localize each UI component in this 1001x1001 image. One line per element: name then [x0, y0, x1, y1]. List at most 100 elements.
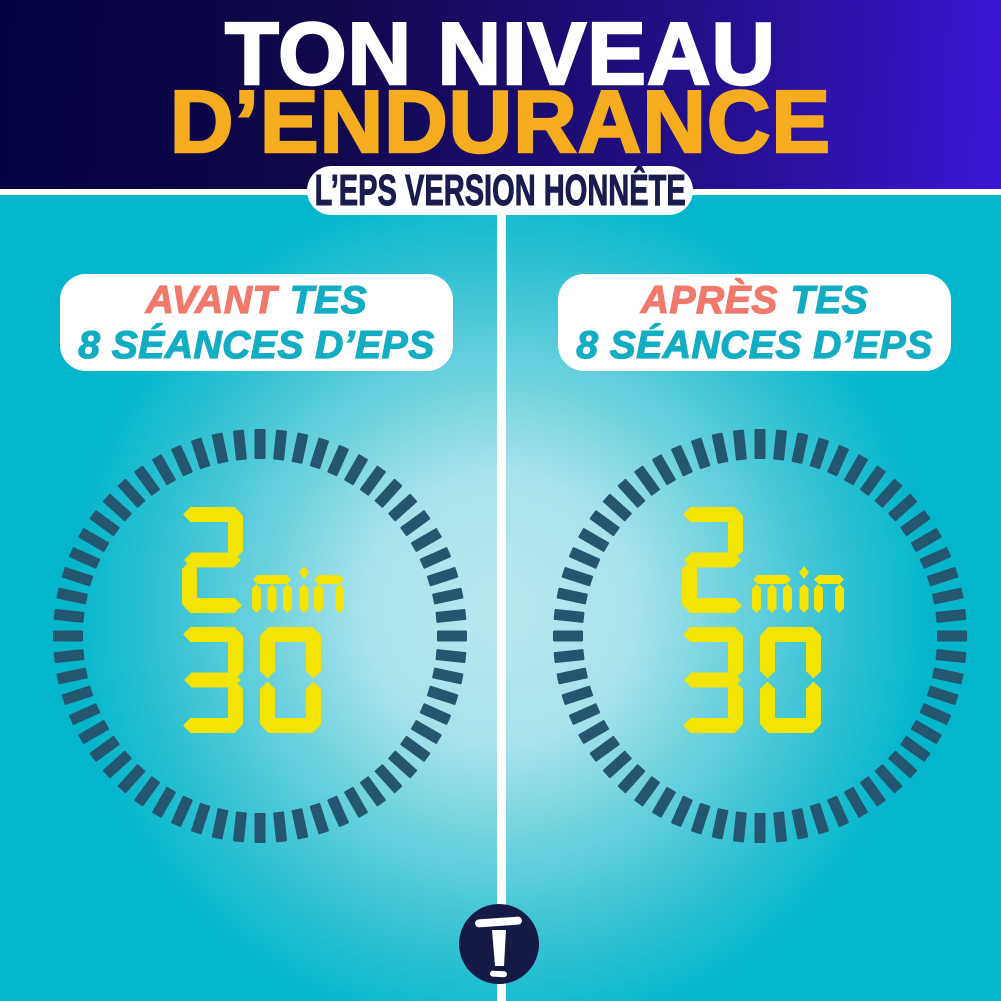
logo-t-stem: [492, 930, 506, 966]
dial-tick: [152, 454, 176, 486]
dial-tick: [561, 685, 594, 705]
dial-tick: [935, 649, 967, 664]
dial-tick: [53, 608, 85, 623]
unit-i: [799, 584, 809, 613]
unit-i-dot: [799, 566, 809, 579]
dial-tick: [691, 437, 711, 470]
digit-segment: [184, 552, 241, 568]
digit-segment: [761, 627, 820, 642]
digit-segment: [306, 628, 321, 679]
panel-label-before-line2: 8 SÉANCES D’EPS: [78, 323, 435, 367]
dial-tick: [254, 813, 266, 843]
dial-tick: [900, 510, 931, 537]
dial-tick: [388, 750, 418, 779]
dial-tick: [309, 437, 329, 470]
digit-segment: [260, 681, 275, 732]
dial-tick: [374, 478, 403, 508]
digit-segment: [182, 561, 197, 612]
dial-tick: [578, 720, 610, 744]
dial-tick: [556, 587, 588, 605]
dial-tick: [773, 811, 788, 843]
digit-segment: [728, 508, 743, 559]
dial-tick: [937, 630, 967, 642]
dial-tick: [809, 437, 829, 470]
vertical-divider: [497, 191, 506, 1001]
dial-tick: [400, 735, 431, 762]
dial-tick: [932, 587, 964, 605]
dial-tick: [327, 444, 349, 477]
dial-tick: [754, 429, 766, 459]
dial-tick: [671, 795, 693, 828]
title-line2: D’ENDURANCE: [169, 72, 832, 171]
digit-segment: [806, 628, 821, 679]
dial-tick: [68, 703, 101, 725]
panel-label-after-rest: TES: [790, 278, 869, 322]
panel-label-after-line2: 8 SÉANCES D’EPS: [576, 323, 933, 367]
dial-tick: [561, 567, 594, 587]
unit-m: [267, 584, 277, 613]
dial-tick: [435, 608, 467, 623]
stopwatch-timer-after: [553, 429, 967, 843]
dial-tick: [827, 444, 849, 477]
panel-label-after-line1: APRÈS TES: [640, 278, 869, 323]
dial-tick: [273, 811, 288, 843]
unit-i-dot: [299, 566, 309, 579]
dial-tick: [410, 720, 442, 744]
dial-tick: [791, 432, 809, 464]
unit-n: [314, 575, 344, 584]
unit-n: [814, 575, 844, 584]
dial-tick: [211, 808, 229, 840]
dial-tick: [553, 630, 583, 642]
unit-m: [783, 584, 792, 613]
dial-tick: [53, 630, 83, 642]
digit-segment: [261, 718, 320, 733]
digit-segment: [183, 507, 242, 522]
dial-tick: [754, 813, 766, 843]
digit-segment: [683, 627, 742, 642]
dial-tick: [61, 567, 94, 587]
dial-tick: [919, 547, 952, 569]
dial-tick: [671, 444, 693, 477]
dial-tick: [589, 510, 620, 537]
digit-segment: [261, 627, 320, 642]
dial-tick: [388, 493, 418, 522]
dial-tick: [191, 802, 211, 835]
dial-tick: [602, 493, 632, 522]
dial-tick: [211, 432, 229, 464]
dial-tick: [410, 528, 442, 552]
dial-tick: [652, 454, 676, 486]
dial-tick: [191, 437, 211, 470]
dial-tick: [134, 465, 161, 496]
title-line1: TON NIVEAU: [224, 4, 777, 103]
dial-tick: [844, 786, 868, 818]
dial-tick: [910, 528, 942, 552]
dial-tick: [419, 547, 452, 569]
dial-tick: [773, 429, 788, 461]
topito-t-logo: [459, 904, 539, 984]
digit-segment: [728, 628, 743, 679]
dial-tick: [89, 510, 120, 537]
dial-tick: [617, 764, 646, 794]
dial-tick: [888, 493, 918, 522]
dial-tick: [791, 808, 809, 840]
header-band: TON NIVEAU D’ENDURANCE: [0, 0, 1001, 189]
dial-tick: [56, 667, 88, 685]
dial-tick: [102, 750, 132, 779]
dial-tick: [859, 776, 886, 807]
dial-tick: [910, 720, 942, 744]
dial-tick: [359, 776, 386, 807]
digit-segment: [683, 718, 742, 733]
dial-tick: [732, 429, 747, 461]
subtitle-pill: L’EPS VERSION HONNÊTE: [307, 166, 693, 215]
digit-segment: [684, 552, 741, 568]
dial-tick: [844, 454, 868, 486]
unit-n: [835, 584, 844, 613]
dial-tick: [56, 587, 88, 605]
dial-tick: [419, 703, 452, 725]
dial-tick: [152, 786, 176, 818]
unit-m: [752, 584, 761, 613]
dial-tick: [232, 429, 247, 461]
stopwatch-timer-before: [53, 429, 467, 843]
dial-tick: [926, 685, 959, 705]
